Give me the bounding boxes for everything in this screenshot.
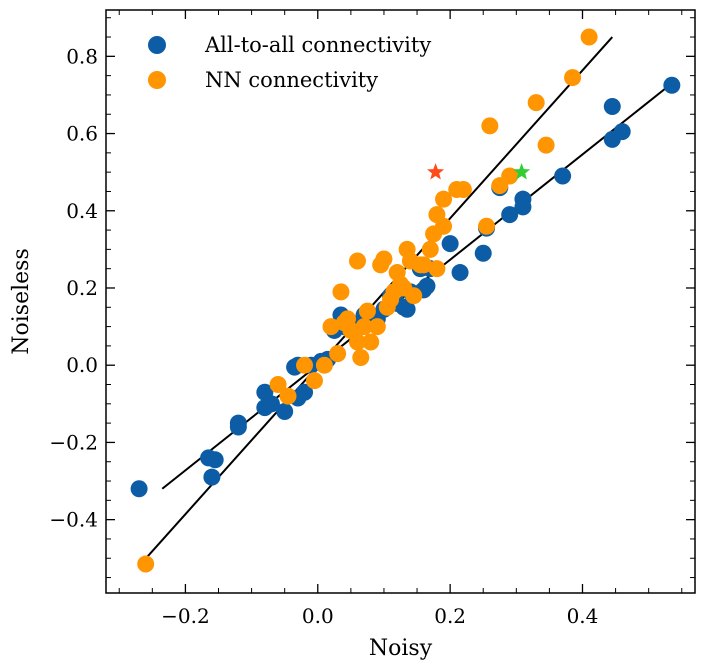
point-nn: [348, 333, 366, 351]
point-nn: [296, 356, 314, 374]
point-all-to-all: [441, 235, 459, 253]
fit-line-nn: [138, 36, 614, 567]
point-all-to-all: [451, 264, 469, 282]
point-nn: [537, 136, 555, 154]
point-nn: [329, 345, 347, 363]
y-tick-label: 0.6: [66, 122, 98, 146]
y-tick-label: 0.8: [66, 44, 98, 68]
point-all-to-all: [130, 480, 148, 498]
point-nn: [269, 376, 287, 394]
axis-ticks: −0.2 0.0 0.2 0.4 −0.4 −0.2 0.0 0.2 0.4 0.6 0.8: [49, 10, 695, 628]
point-nn: [527, 94, 545, 112]
point-nn: [358, 302, 376, 320]
legend-marker-nn: [148, 71, 166, 89]
point-nn: [501, 167, 519, 185]
point-nn: [564, 69, 582, 87]
star-marker-red: [427, 163, 445, 180]
axis-labels: Noisy Noiseless: [9, 248, 433, 661]
point-nn: [322, 318, 340, 336]
x-tick-label: −0.2: [161, 604, 210, 628]
y-tick-label: −0.4: [49, 508, 98, 532]
x-tick-label: 0.0: [302, 604, 334, 628]
point-nn: [352, 348, 370, 366]
point-nn: [415, 256, 433, 274]
axes-frame: [105, 9, 696, 594]
legend: All-to-all connectivity NN connectivity: [148, 33, 431, 92]
point-nn: [478, 217, 496, 235]
point-all-to-all: [613, 123, 631, 141]
point-all-to-all: [398, 300, 416, 318]
y-tick-label: 0.4: [66, 199, 98, 223]
point-nn: [332, 283, 350, 301]
data-points: [130, 28, 681, 573]
point-all-to-all: [203, 468, 221, 486]
point-all-to-all: [474, 244, 492, 262]
point-nn: [375, 250, 393, 268]
point-all-to-all: [514, 190, 532, 208]
point-nn: [421, 240, 439, 258]
point-all-to-all: [603, 98, 621, 116]
point-nn: [315, 356, 333, 374]
point-nn: [137, 555, 155, 573]
point-nn: [580, 28, 598, 46]
point-nn: [355, 318, 373, 336]
point-nn: [305, 372, 323, 390]
point-all-to-all: [206, 451, 224, 469]
y-tick-label: 0.0: [66, 353, 98, 377]
point-nn: [405, 287, 423, 305]
point-nn: [348, 252, 366, 270]
point-nn: [435, 190, 453, 208]
point-nn: [454, 181, 472, 199]
point-nn: [435, 217, 453, 235]
legend-marker-all-to-all: [148, 36, 166, 54]
point-nn: [279, 387, 297, 405]
y-tick-label: 0.2: [66, 276, 98, 300]
y-tick-label: −0.2: [49, 430, 98, 454]
point-all-to-all: [554, 167, 572, 185]
x-axis-label: Noisy: [369, 636, 433, 661]
point-nn: [428, 260, 446, 278]
star-marker-green: [513, 163, 531, 180]
point-all-to-all: [262, 395, 280, 413]
point-all-to-all: [418, 277, 436, 295]
point-all-to-all: [229, 418, 247, 436]
legend-label-all-to-all: All-to-all connectivity: [204, 33, 431, 57]
x-tick-label: 0.2: [434, 604, 466, 628]
highlight-stars: [427, 163, 531, 180]
point-nn: [368, 318, 386, 336]
point-all-to-all: [501, 206, 519, 224]
point-all-to-all: [276, 403, 294, 421]
x-tick-label: 0.4: [567, 604, 599, 628]
point-nn: [481, 117, 499, 135]
point-all-to-all: [663, 76, 681, 94]
y-axis-label: Noiseless: [9, 248, 34, 354]
plot-frame: [105, 9, 696, 594]
point-nn: [362, 333, 380, 351]
legend-label-nn: NN connectivity: [205, 68, 378, 92]
